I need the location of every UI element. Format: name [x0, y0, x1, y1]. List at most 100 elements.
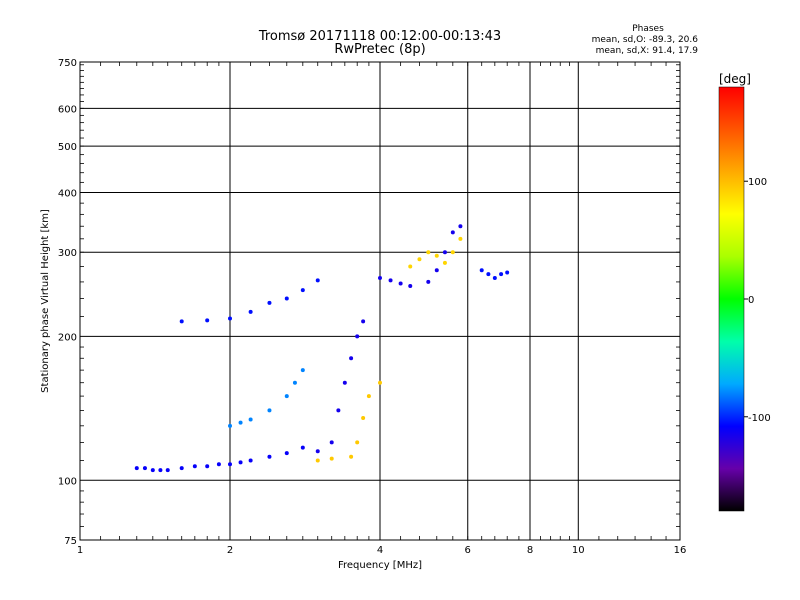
data-point	[300, 445, 305, 450]
data-point	[329, 456, 334, 461]
data-point	[205, 464, 210, 469]
data-point	[336, 408, 341, 413]
data-point	[267, 408, 272, 413]
phases-heading: Phases	[632, 24, 664, 34]
data-point	[442, 260, 447, 265]
data-point	[355, 440, 360, 445]
x-tick-label: 16	[674, 545, 687, 556]
data-point	[228, 316, 232, 321]
x-tick-labels: 1 2 4 6 8 10 16	[77, 545, 687, 556]
colorbar-label: [deg]	[719, 72, 751, 86]
x-tick-label: 10	[572, 545, 585, 556]
x-tick-label: 6	[465, 545, 471, 556]
minor-ticks	[80, 62, 680, 540]
data-point	[134, 466, 139, 471]
data-point	[458, 224, 463, 229]
data-point	[179, 319, 184, 324]
data-point	[378, 275, 382, 280]
y-tick-label: 75	[64, 536, 77, 547]
data-point	[408, 264, 413, 269]
data-point	[361, 319, 366, 324]
data-point	[366, 394, 371, 399]
data-point	[450, 250, 455, 255]
y-tick-label: 300	[58, 248, 77, 259]
y-tick-label: 100	[58, 476, 77, 487]
data-point	[361, 415, 366, 420]
data-point	[408, 283, 413, 288]
data-point	[228, 462, 232, 467]
data-point	[142, 466, 147, 471]
data-point	[458, 236, 463, 241]
data-point	[398, 281, 403, 286]
data-point	[248, 309, 253, 314]
x-axis-label: Frequency [MHz]	[338, 560, 422, 571]
data-point	[267, 300, 272, 305]
y-tick-label: 500	[58, 142, 77, 153]
colorbar: 100 0 -100 [deg]	[718, 72, 771, 512]
data-point	[349, 454, 354, 459]
data-point	[486, 272, 491, 277]
data-point	[150, 468, 155, 473]
y-tick-label: 400	[58, 188, 77, 199]
data-point	[505, 270, 510, 275]
data-point	[284, 394, 289, 399]
data-point	[426, 279, 431, 284]
data-point	[499, 272, 504, 277]
colorbar-gradient	[718, 86, 745, 512]
y-tick-label: 600	[58, 104, 77, 115]
data-point	[426, 250, 431, 255]
data-point	[450, 230, 455, 235]
data-point	[342, 380, 347, 385]
data-point	[292, 380, 297, 385]
data-point	[158, 468, 163, 473]
gridlines	[80, 62, 680, 540]
data-point	[300, 288, 305, 293]
phases-legend: Phases mean, sd,O: -89.3, 20.6 mean, sd,…	[592, 24, 699, 56]
data-point	[300, 368, 305, 373]
data-point	[315, 458, 320, 463]
data-point	[355, 334, 360, 339]
data-point	[349, 356, 354, 361]
data-point	[417, 257, 422, 262]
data-point	[228, 423, 232, 428]
x-tick-label: 1	[77, 545, 83, 556]
colorbar-tick-label: 0	[748, 295, 754, 306]
phases-o-mode: mean, sd,O: -89.3, 20.6	[592, 35, 699, 45]
data-point	[492, 275, 497, 280]
data-point	[434, 268, 439, 273]
data-points	[134, 224, 510, 473]
colorbar-tick-label: 100	[748, 177, 767, 188]
data-point	[238, 460, 243, 465]
chart-subtitle: RwPretec (8p)	[334, 42, 425, 57]
data-point	[315, 278, 320, 283]
data-point	[315, 449, 320, 454]
x-tick-label: 2	[227, 545, 233, 556]
data-point	[434, 253, 439, 258]
x-tick-label: 8	[527, 545, 533, 556]
data-point	[216, 462, 221, 467]
colorbar-ticks: 100 0 -100	[744, 177, 771, 424]
y-tick-label: 750	[58, 58, 77, 69]
data-point	[329, 440, 334, 445]
x-tick-label: 4	[377, 545, 383, 556]
data-point	[205, 318, 210, 323]
y-axis-label: Stationary phase Virtual Height [km]	[40, 209, 51, 393]
data-point	[248, 458, 253, 463]
data-point	[378, 380, 382, 385]
data-point	[479, 268, 484, 273]
data-point	[284, 296, 289, 301]
data-point	[165, 468, 170, 473]
data-point	[267, 454, 272, 459]
data-point	[179, 466, 184, 471]
data-point	[442, 250, 447, 255]
y-tick-labels: 75 100 200 300 400 500 600 750	[58, 58, 77, 547]
chart-title: Tromsø 20171118 00:12:00-00:13:43	[258, 29, 501, 44]
phases-x-mode: mean, sd,X: 91.4, 17.9	[596, 46, 699, 56]
data-point	[284, 451, 289, 456]
data-point	[388, 278, 393, 283]
data-point	[192, 464, 197, 469]
data-point	[248, 417, 253, 422]
data-point	[238, 420, 243, 425]
plot-frame	[79, 61, 681, 541]
